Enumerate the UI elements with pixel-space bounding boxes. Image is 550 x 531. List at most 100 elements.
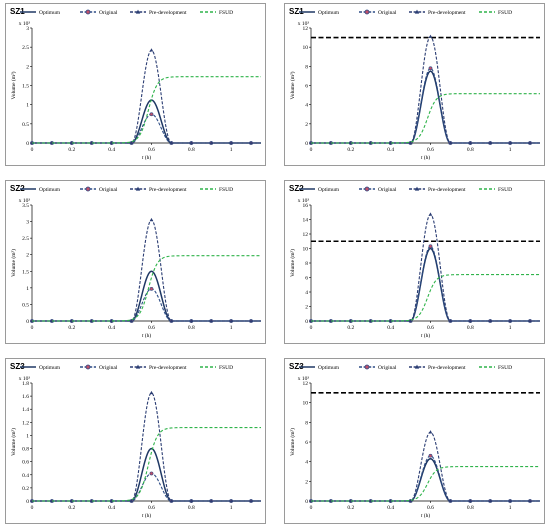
x-tick-label: 0.6 xyxy=(427,147,434,153)
legend-item-optimum: Optimum xyxy=(20,10,61,16)
y-tick-label: 2.5 xyxy=(22,236,29,242)
series-line-fsud xyxy=(32,427,261,502)
y-tick-label: 10 xyxy=(303,401,309,407)
y-tick-label: 1 xyxy=(26,103,29,109)
y-axis-label: Volume (m³) xyxy=(289,249,296,277)
x-axis-label-var: t xyxy=(421,155,423,161)
x-tick-label: 1 xyxy=(509,325,512,331)
legend-marker xyxy=(364,186,370,192)
y-tick-label: 0 xyxy=(305,319,308,325)
legend-item-pre: Pre-development xyxy=(130,186,187,193)
x-axis-label-var: t xyxy=(142,155,144,161)
panel-title: SZ1 xyxy=(289,7,304,16)
x-axis-label-unit: (h) xyxy=(143,154,151,161)
x-axis-label: t (h) xyxy=(142,512,151,519)
legend-label: Pre-development xyxy=(149,187,187,193)
y-tick-label: 3 xyxy=(26,220,29,226)
x-tick-label: 1 xyxy=(230,147,233,153)
x-axis-label-var: t xyxy=(142,333,144,339)
data-point-pre xyxy=(149,390,154,395)
y-axis-label: Volume (m³) xyxy=(289,71,296,99)
x-axis-label-unit: (h) xyxy=(422,512,430,519)
y-tick-label: 0.4 xyxy=(22,473,29,479)
data-point-pre xyxy=(508,319,512,323)
x-tick-label: 0.8 xyxy=(188,325,195,331)
x-tick-label: 0.8 xyxy=(188,147,195,153)
chart-svg: SZ3 Optimum Original Pre-development FSUD x 1… xyxy=(10,362,261,519)
series-line-optimum xyxy=(32,447,261,502)
data-point-original xyxy=(428,453,433,458)
legend-label: Optimum xyxy=(318,365,340,371)
y-tick-label: 12 xyxy=(303,26,309,32)
legend-label: Pre-development xyxy=(149,365,187,371)
data-point-pre xyxy=(189,141,194,145)
legend-label: Optimum xyxy=(318,187,340,193)
data-point-original xyxy=(149,112,154,117)
data-point-pre xyxy=(408,319,413,323)
x-axis-label-unit: (h) xyxy=(422,332,430,339)
y-tick-label: 1.4 xyxy=(22,407,29,413)
y-tick-label: 0.6 xyxy=(22,460,29,466)
legend-marker xyxy=(135,186,141,191)
x-tick-label: 0 xyxy=(31,325,34,331)
data-point-pre xyxy=(408,499,413,503)
chart-svg: SZ3 Optimum Original Pre-development FSUD x 1… xyxy=(289,362,540,519)
series-line-fsud xyxy=(311,466,540,502)
panel-title: SZ1 xyxy=(10,7,25,16)
x-axis-label: t (h) xyxy=(421,154,430,161)
y-tick-label: 0 xyxy=(26,141,29,147)
legend-label: Original xyxy=(378,187,397,193)
legend-item-original: Original xyxy=(359,364,397,371)
panel-title: SZ2 xyxy=(10,184,25,193)
scale-label: x 10³ xyxy=(19,198,31,204)
data-point-original xyxy=(149,471,154,476)
x-tick-label: 0.6 xyxy=(427,325,434,331)
y-tick-label: 3.5 xyxy=(22,203,29,209)
chart-panel-sz2-right: SZ2 Optimum Original Pre-development FSUD x 1… xyxy=(284,180,545,344)
legend-item-fsud: FSUD xyxy=(200,187,233,193)
legend-marker xyxy=(414,186,420,191)
x-tick-label: 1 xyxy=(509,505,512,511)
legend-label: Optimum xyxy=(39,10,61,16)
y-tick-label: 2.5 xyxy=(22,45,29,51)
legend-label: FSUD xyxy=(498,10,512,16)
x-tick-label: 0 xyxy=(310,147,313,153)
y-axis-label: Volume (m³) xyxy=(10,71,17,99)
legend-item-original: Original xyxy=(359,186,397,193)
y-tick-label: 3 xyxy=(26,26,29,32)
x-axis-label: t (h) xyxy=(421,332,430,339)
y-tick-label: 6 xyxy=(305,84,308,90)
x-axis-label: t (h) xyxy=(421,512,430,519)
x-tick-label: 0.8 xyxy=(467,505,474,511)
legend-item-optimum: Optimum xyxy=(20,187,61,193)
y-tick-label: 4 xyxy=(305,460,308,466)
data-point-pre xyxy=(448,319,453,323)
legend-item-pre: Pre-development xyxy=(409,186,466,193)
y-tick-label: 6 xyxy=(305,276,308,282)
data-point-original xyxy=(428,66,433,71)
y-tick-label: 8 xyxy=(305,261,308,267)
y-tick-label: 1 xyxy=(26,286,29,292)
chart-panel-sz1-left: SZ1 Optimum Original Pre-development FSUD x 1… xyxy=(5,3,266,166)
y-tick-label: 8 xyxy=(305,64,308,70)
y-tick-label: 4 xyxy=(305,103,308,109)
x-axis-label-unit: (h) xyxy=(143,332,151,339)
x-tick-label: 0.2 xyxy=(347,147,354,153)
y-tick-label: 0 xyxy=(26,319,29,325)
data-point-pre xyxy=(209,319,214,323)
chart-svg: SZ2 Optimum Original Pre-development FSUD x 1… xyxy=(289,184,540,339)
legend-item-fsud: FSUD xyxy=(479,10,512,16)
y-tick-label: 0.5 xyxy=(22,302,29,308)
y-axis-label: Volume (m³) xyxy=(10,428,17,456)
x-axis-label-unit: (h) xyxy=(143,512,151,519)
data-point-pre xyxy=(528,141,532,145)
y-axis-label: Volume (m³) xyxy=(10,249,17,277)
y-tick-label: 0 xyxy=(305,499,308,505)
x-axis-label-var: t xyxy=(421,513,423,519)
data-point-original xyxy=(428,244,433,249)
x-tick-label: 0 xyxy=(310,505,313,511)
data-point-pre xyxy=(229,319,233,323)
y-tick-label: 2 xyxy=(305,122,308,128)
x-axis-label: t (h) xyxy=(142,154,151,161)
legend-item-optimum: Optimum xyxy=(299,187,340,193)
